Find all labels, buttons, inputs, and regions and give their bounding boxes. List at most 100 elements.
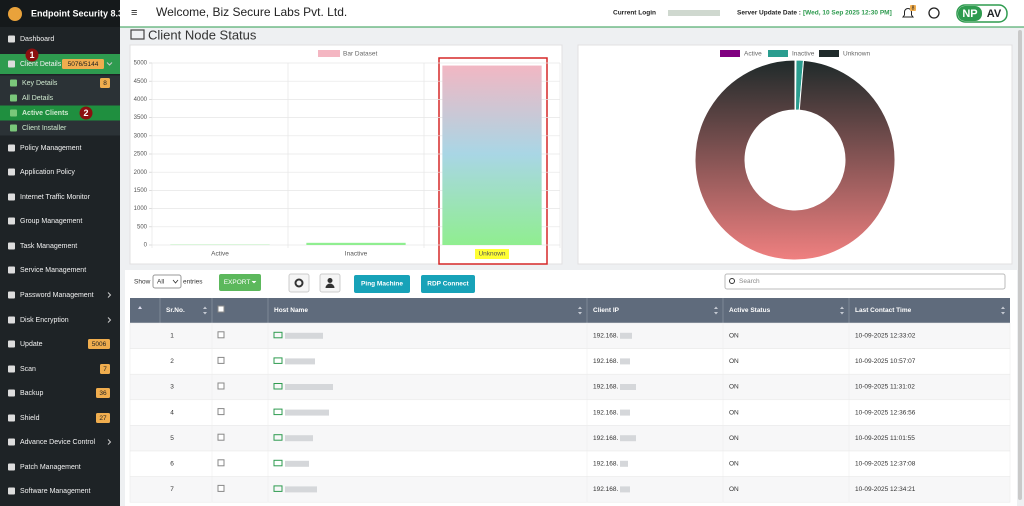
ping-button[interactable] [354, 275, 410, 293]
sr-no: 5 [170, 435, 174, 442]
table-row [129, 399, 1011, 426]
menu-icon [10, 94, 17, 102]
row-checkbox[interactable] [217, 459, 225, 467]
host-icon [273, 485, 283, 492]
sort-icon [714, 306, 718, 315]
column-header[interactable]: Client IP [593, 307, 620, 314]
row-checkbox[interactable] [217, 356, 225, 364]
submenu-bg [0, 75, 120, 91]
row-checkbox[interactable] [217, 433, 225, 441]
sort-icon [840, 306, 844, 315]
column-header[interactable]: Active Status [729, 307, 771, 314]
row-checkbox[interactable] [217, 382, 225, 390]
menu-label[interactable]: All Details [22, 95, 54, 102]
bell-icon[interactable] [902, 8, 914, 18]
menu-label[interactable]: Application Policy [20, 169, 75, 176]
menu-label[interactable]: Service Management [20, 267, 86, 274]
legend-label: Unknown [843, 51, 870, 58]
menu-icon [10, 79, 17, 87]
menu-label[interactable]: Patch Management [20, 464, 81, 471]
table-row [129, 476, 1011, 503]
menu-label[interactable]: Key Details [22, 80, 58, 87]
menu-badge [96, 388, 110, 398]
client-ip-blur [620, 409, 630, 416]
logo-left-bg [958, 6, 982, 21]
menu-badge [100, 364, 110, 374]
page-title: Client Node Status [148, 27, 257, 42]
menu-icon [8, 291, 15, 299]
menu-icon [8, 144, 15, 152]
entries-select[interactable] [152, 274, 182, 289]
host-name-blur [285, 486, 317, 493]
annotation-marker [25, 48, 39, 62]
menu-label[interactable]: Update [20, 341, 43, 348]
search-box[interactable] [724, 273, 1006, 290]
row-checkbox[interactable] [217, 408, 225, 416]
annotation-number: 1 [29, 50, 34, 60]
donut-slice [694, 59, 896, 261]
welcome: Welcome, Biz Secure Labs Pvt. Ltd. [156, 5, 347, 19]
menu-label[interactable]: Internet Traffic Monitor [20, 194, 91, 201]
menu-label[interactable]: Scan [20, 366, 36, 373]
menu-badge-text: 27 [99, 415, 107, 422]
menu-icon [8, 340, 15, 348]
header-checkbox[interactable] [217, 305, 225, 313]
sort-icon [1001, 306, 1005, 315]
header [120, 0, 1024, 27]
menu-icon[interactable]: ≡ [131, 7, 137, 19]
column-header[interactable]: Last Contact Time [855, 307, 912, 314]
menu-label[interactable]: Task Management [20, 243, 77, 250]
host-name-blur [285, 358, 315, 365]
annotation-number: 2 [83, 108, 88, 118]
export-label: EXPORT [224, 279, 251, 286]
menu-chevron [107, 439, 112, 445]
export-button[interactable] [219, 274, 261, 291]
menu-label[interactable]: Group Management [20, 218, 82, 225]
menu-label[interactable]: Password Management [20, 292, 94, 299]
menu-label[interactable]: Dashboard [20, 36, 54, 43]
menu-label[interactable]: Disk Encryption [20, 317, 69, 324]
menu-chevron [107, 317, 112, 323]
host-icon [273, 383, 283, 390]
host-icon [273, 434, 283, 441]
user-icon[interactable] [928, 7, 940, 19]
menu-label[interactable]: Policy Management [20, 145, 82, 152]
menu-label[interactable]: Active Clients [22, 110, 68, 117]
menu-icon [8, 35, 15, 43]
menu-icon [8, 60, 15, 68]
sr-no: 2 [170, 358, 174, 365]
y-tick-label: 1000 [134, 206, 148, 212]
column-header[interactable]: Host Name [274, 307, 308, 314]
menu-icon [8, 316, 15, 324]
menu-icon [8, 389, 15, 397]
menu-label[interactable]: Client Details [20, 61, 62, 68]
menu-label[interactable]: Software Management [20, 488, 90, 495]
select-caret [172, 279, 179, 284]
legend-swatch [720, 50, 740, 57]
last-contact-time: 10-09-2025 12:33:02 [855, 333, 916, 340]
active-status: ON [729, 409, 739, 416]
last-contact-time: 10-09-2025 12:37:08 [855, 461, 916, 468]
menu-icon [8, 242, 15, 250]
menu-label[interactable]: Backup [20, 390, 43, 397]
sr-no: 7 [170, 486, 174, 493]
menu-badge-text: 36 [99, 390, 107, 397]
menu-label[interactable]: Client Installer [22, 125, 67, 132]
user-icon-head [327, 278, 333, 283]
row-checkbox[interactable] [217, 331, 225, 339]
column-header[interactable]: Sr.No. [166, 307, 185, 314]
settings-button[interactable] [288, 273, 310, 293]
table-row [129, 322, 1011, 349]
menu-label[interactable]: Shield [20, 415, 40, 422]
host-name-blur [285, 435, 313, 442]
last-contact-time: 10-09-2025 12:34:21 [855, 486, 916, 493]
client-ip: 192.168. [593, 333, 618, 340]
rdp-button[interactable] [421, 275, 475, 293]
scrollbar [1018, 30, 1022, 500]
host-name-blur [285, 332, 323, 339]
host-icon [273, 408, 283, 416]
row-checkbox[interactable] [217, 484, 225, 492]
menu-label[interactable]: Advance Device Control [20, 439, 96, 446]
logo-right: AV [987, 8, 1002, 20]
legend-swatch [768, 50, 788, 57]
